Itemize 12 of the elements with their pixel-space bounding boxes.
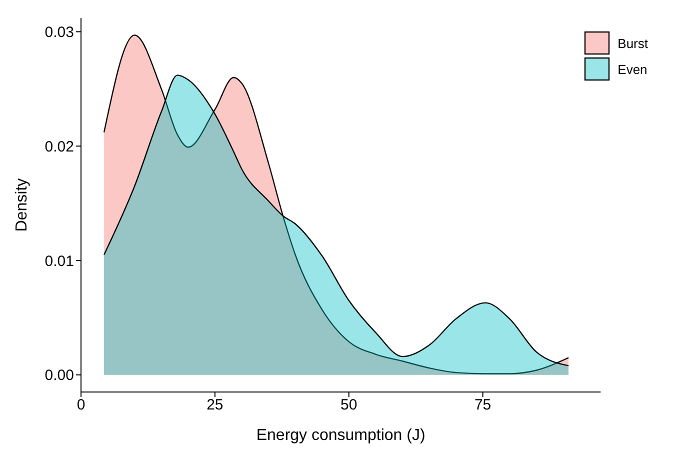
x-tick-label: 50 [340, 396, 358, 414]
x-tick-label: 75 [474, 396, 492, 414]
y-axis-title: Density [14, 178, 31, 232]
x-tick-label: 0 [76, 396, 86, 414]
y-tick-label: 0.02 [44, 138, 74, 156]
x-axis-title: Energy consumption (J) [256, 427, 426, 444]
legend-label: Burst [618, 36, 648, 50]
legend-label: Even [618, 62, 648, 76]
y-tick-label: 0.00 [44, 367, 74, 384]
x-tick-label: 25 [206, 396, 224, 414]
y-tick-label: 0.01 [44, 252, 74, 270]
y-tick-label: 0.03 [44, 24, 74, 42]
